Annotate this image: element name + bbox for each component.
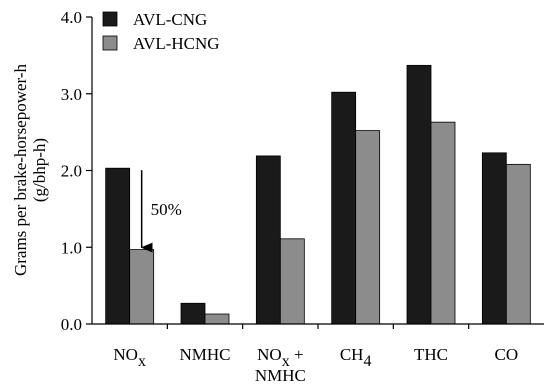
bar-avl-hcng-0 — [129, 249, 155, 325]
x-tick-label: THC — [414, 345, 448, 364]
bar-avl-cng-4 — [406, 64, 432, 325]
bar-avl-cng-1 — [180, 302, 206, 325]
bar-avl-hcng-5 — [505, 163, 531, 325]
legend: AVL-CNG AVL-HCNG — [102, 10, 220, 53]
y-tick-label: 0.0 — [61, 315, 82, 334]
legend-swatch-avl-cng — [102, 11, 118, 27]
x-tick-label-line2: NMHC — [255, 366, 306, 385]
bar-avl-hcng-4 — [430, 121, 456, 325]
y-tick-label: 1.0 — [61, 238, 82, 257]
axes-group — [86, 16, 544, 329]
bar-avl-cng-5 — [481, 152, 507, 325]
x-tick-label: NMHC — [179, 345, 230, 364]
legend-label-avl-cng: AVL-CNG — [133, 10, 207, 29]
y-axis-label: Grams per brake-horsepower-h — [11, 63, 30, 276]
y-tick-label: 4.0 — [61, 8, 82, 27]
legend-label-avl-hcng: AVL-HCNG — [133, 34, 220, 53]
bar-avl-hcng-3 — [355, 130, 381, 325]
bar-avl-cng-0 — [105, 167, 131, 325]
x-tick-label: CH4 — [340, 345, 372, 370]
bars-group — [105, 64, 531, 325]
y-tick-label: 2.0 — [61, 162, 82, 181]
bar-avl-hcng-2 — [279, 238, 305, 325]
bar-avl-hcng-1 — [204, 313, 230, 325]
x-tick-label: CO — [495, 345, 519, 364]
y-tick-label: 3.0 — [61, 85, 82, 104]
y-axis-label-units: (g/bhp-h) — [30, 138, 49, 202]
reduction-annotation: 50% — [151, 200, 182, 219]
x-tick-label: NOx — [113, 345, 146, 370]
bar-avl-cng-2 — [255, 155, 281, 325]
bar-avl-cng-3 — [331, 91, 357, 325]
x-tick-label: NOx + — [257, 345, 303, 370]
legend-swatch-avl-hcng — [102, 35, 118, 51]
